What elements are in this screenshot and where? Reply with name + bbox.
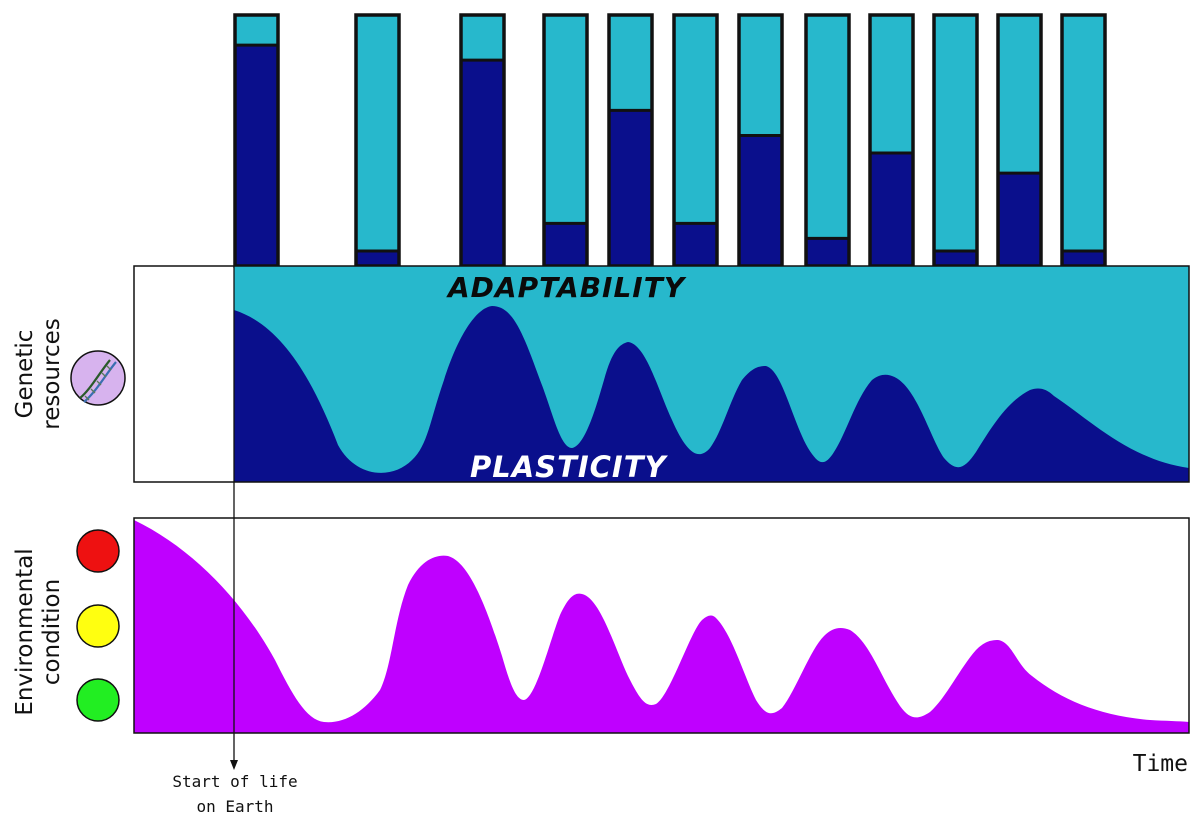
yellow-signal-icon xyxy=(76,604,120,648)
start-of-life-marker: Start of life on Earth xyxy=(172,266,298,816)
bar-plasticity-segment xyxy=(609,110,652,266)
bar-plasticity-segment xyxy=(235,45,278,267)
start-of-life-arrowhead xyxy=(230,760,238,770)
bar-plasticity-segment xyxy=(998,173,1041,266)
start-of-life-label-line1: Start of life xyxy=(172,772,297,791)
genetic-resources-label-line2: resources xyxy=(39,318,65,429)
bar-adaptability-segment xyxy=(998,15,1041,174)
green-signal-icon xyxy=(76,678,120,722)
adaptability-label: ADAPTABILITY xyxy=(446,271,687,304)
time-axis-label: Time xyxy=(1133,751,1188,777)
stacked-bars xyxy=(233,13,1107,268)
bar-adaptability-segment xyxy=(609,15,652,111)
bar-plasticity-segment xyxy=(806,238,849,266)
bar-plasticity-segment xyxy=(870,153,913,266)
environment-panel xyxy=(133,517,1190,734)
red-signal-icon xyxy=(76,529,120,573)
environmental-condition-label: Environmental condition xyxy=(12,548,65,715)
bar-plasticity-segment xyxy=(461,60,504,267)
bar-plasticity-segment xyxy=(934,250,977,266)
bar-plasticity-segment xyxy=(356,250,399,266)
genetic-resources-label-line1: Genetic xyxy=(12,330,38,419)
bar-adaptability-segment xyxy=(870,15,913,154)
genetic-panel-frame xyxy=(133,265,1190,483)
bar-adaptability-segment xyxy=(674,15,717,224)
bar-adaptability-segment xyxy=(934,15,977,251)
genetic-resources-panel: ADAPTABILITY PLASTICITY xyxy=(133,265,1190,484)
genetic-resources-label: Genetic resources xyxy=(12,318,65,429)
bar-plasticity-segment xyxy=(739,135,782,266)
bar-adaptability-segment xyxy=(235,15,278,46)
bar-adaptability-segment xyxy=(544,15,587,224)
environment-area xyxy=(134,520,1189,733)
environmental-label-line1: Environmental xyxy=(12,548,38,715)
environment-panel-frame xyxy=(133,517,1190,734)
bar-plasticity-segment xyxy=(1062,250,1105,266)
start-of-life-label-line2: on Earth xyxy=(196,797,273,816)
bar-adaptability-segment xyxy=(806,15,849,239)
bar-adaptability-segment xyxy=(356,15,399,251)
bar-adaptability-segment xyxy=(461,15,504,61)
plasticity-label: PLASTICITY xyxy=(470,450,668,484)
bar-adaptability-segment xyxy=(739,15,782,136)
bar-adaptability-segment xyxy=(1062,15,1105,251)
plasticity-area xyxy=(234,306,1189,482)
bar-plasticity-segment xyxy=(674,223,717,266)
dna-helix-icon xyxy=(70,350,126,406)
bar-plasticity-segment xyxy=(544,223,587,266)
environmental-label-line2: condition xyxy=(39,579,65,685)
